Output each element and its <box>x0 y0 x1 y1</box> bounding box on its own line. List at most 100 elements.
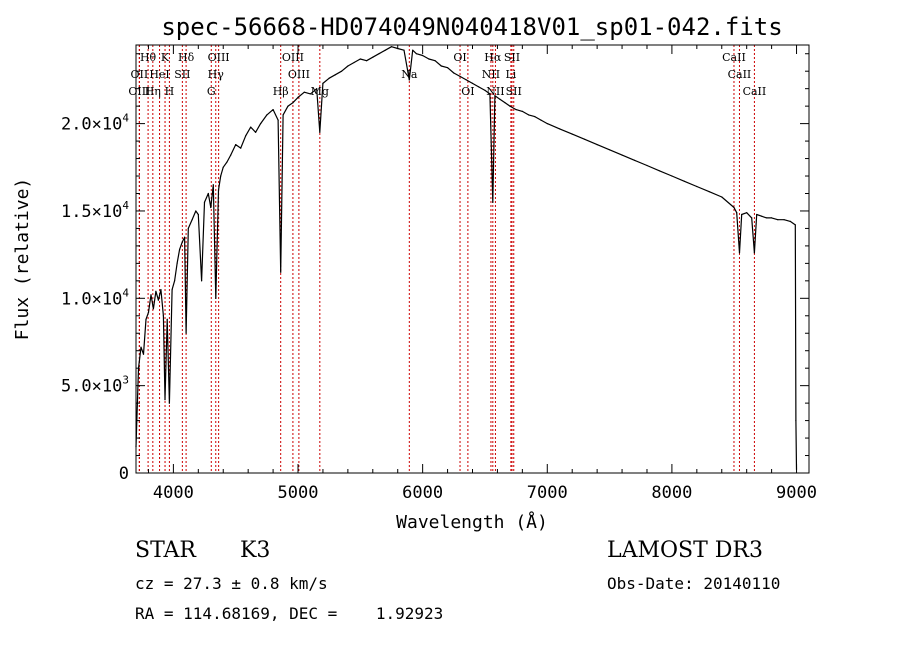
flux-point <box>489 93 491 95</box>
flux-series <box>135 46 798 471</box>
flux-point <box>171 289 173 291</box>
line-marker-label: HeI <box>149 68 169 81</box>
flux-point <box>168 402 170 404</box>
flux-point <box>504 102 506 104</box>
flux-point <box>220 175 222 177</box>
line-marker-label: OIII <box>128 85 150 98</box>
flux-point <box>761 215 763 217</box>
flux-point <box>150 294 152 296</box>
flux-point <box>230 154 232 156</box>
subclass-label: K3 <box>240 538 271 563</box>
line-marker-label: SII <box>504 51 520 64</box>
flux-point <box>546 123 548 125</box>
flux-point <box>384 49 386 51</box>
flux-point <box>789 220 791 222</box>
flux-point <box>245 135 247 137</box>
flux-point <box>176 262 178 264</box>
flux-point <box>181 241 183 243</box>
flux-point <box>447 67 449 69</box>
y-tick-label: 5.0×103 <box>61 374 129 397</box>
flux-point <box>309 93 312 95</box>
line-marker-label: Hγ <box>208 68 225 81</box>
flux-point <box>157 299 159 301</box>
flux-point <box>166 318 168 320</box>
line-marker-label: OIII <box>208 51 230 64</box>
obs-date-text: Obs-Date: 20140110 <box>607 574 781 593</box>
line-marker-label: G <box>207 85 216 98</box>
line-marker-label: K <box>161 51 170 64</box>
flux-point <box>794 224 796 226</box>
line-marker-label: CaII <box>728 68 752 81</box>
flux-point <box>152 308 154 310</box>
x-axis-label: Wavelength (Å) <box>396 511 548 533</box>
flux-point <box>540 119 542 121</box>
flux-point <box>266 114 268 116</box>
flux-point <box>197 213 199 216</box>
flux-point <box>162 315 164 317</box>
x-tick-label: 9000 <box>776 483 817 503</box>
flux-point <box>287 105 289 107</box>
x-axis-ticks: 4000 5000 6000 7000 8000 9000 <box>147 45 817 503</box>
flux-point <box>499 98 501 100</box>
y-tick-label: 2.0×104 <box>61 112 129 135</box>
flux-point <box>609 149 611 151</box>
flux-point <box>142 353 145 355</box>
flux-point <box>783 219 785 221</box>
flux-point <box>187 227 189 229</box>
flux-point <box>297 96 299 98</box>
flux-point <box>184 236 186 238</box>
y-tick-mantissa: 5.0×10 <box>61 377 122 397</box>
flux-point <box>403 49 405 51</box>
flux-point <box>347 65 349 67</box>
survey-label: LAMOST DR3 <box>607 538 763 563</box>
flux-point <box>250 126 252 128</box>
flux-point <box>316 88 318 90</box>
x-tick-label: 5000 <box>278 483 319 503</box>
axes <box>135 44 810 474</box>
y-tick-mantissa: 0 <box>119 464 129 484</box>
flux-point <box>484 89 486 91</box>
class-label: STAR <box>135 538 196 563</box>
y-tick-label: 0 <box>119 464 129 484</box>
flux-point <box>174 280 176 282</box>
flux-point <box>341 70 343 72</box>
line-marker-label: Hα <box>484 51 502 64</box>
flux-point <box>777 219 779 221</box>
flux-point <box>164 399 166 401</box>
flux-line <box>135 46 798 470</box>
flux-point <box>280 271 282 273</box>
flux-point <box>255 131 257 133</box>
flux-point <box>412 49 414 51</box>
line-marker-label: OII <box>131 68 149 81</box>
flux-point <box>272 109 274 111</box>
line-marker-label: CaII <box>722 51 746 64</box>
flux-point <box>217 189 220 191</box>
flux-point <box>795 420 797 422</box>
line-marker-label: OIII <box>282 51 304 64</box>
flux-point <box>756 213 758 216</box>
flux-point <box>559 128 561 130</box>
y-tick-exponent: 4 <box>122 112 129 125</box>
x-tick-label: 7000 <box>527 483 568 503</box>
line-marker-label: SII <box>506 85 522 98</box>
flux-point <box>235 144 237 146</box>
line-markers <box>138 45 755 473</box>
redshift-text: cz = 27.3 ± 0.8 km/s <box>135 574 328 593</box>
line-marker-label: Hη <box>145 85 161 98</box>
flux-point <box>191 219 193 221</box>
flux-point <box>459 75 461 77</box>
flux-point <box>195 210 197 212</box>
flux-point <box>571 133 573 135</box>
flux-point <box>201 280 203 282</box>
y-tick-exponent: 4 <box>122 286 129 299</box>
flux-point <box>751 217 753 219</box>
flux-point <box>494 95 496 97</box>
flux-point <box>671 175 673 177</box>
flux-point <box>658 170 661 172</box>
flux-point <box>215 297 217 299</box>
flux-point <box>633 159 636 161</box>
flux-point <box>738 252 741 254</box>
